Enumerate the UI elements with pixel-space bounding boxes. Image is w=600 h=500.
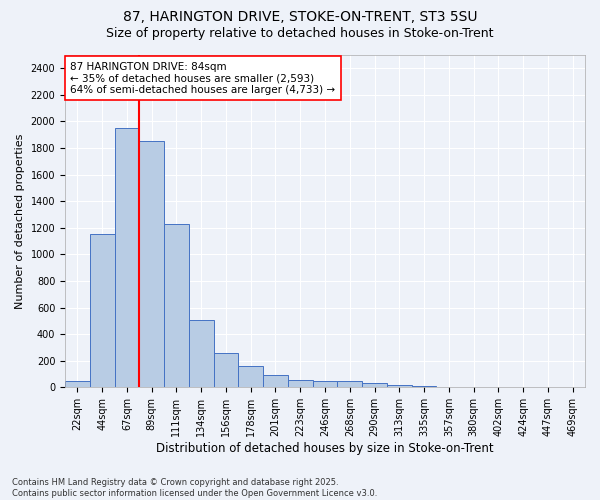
Bar — [263, 376, 288, 388]
Bar — [164, 224, 189, 388]
Text: 87 HARINGTON DRIVE: 84sqm
← 35% of detached houses are smaller (2,593)
64% of se: 87 HARINGTON DRIVE: 84sqm ← 35% of detac… — [70, 62, 335, 95]
X-axis label: Distribution of detached houses by size in Stoke-on-Trent: Distribution of detached houses by size … — [156, 442, 494, 455]
Y-axis label: Number of detached properties: Number of detached properties — [15, 134, 25, 309]
Bar — [214, 353, 238, 388]
Bar — [412, 386, 436, 388]
Text: 87, HARINGTON DRIVE, STOKE-ON-TRENT, ST3 5SU: 87, HARINGTON DRIVE, STOKE-ON-TRENT, ST3… — [123, 10, 477, 24]
Bar — [90, 234, 115, 388]
Bar — [65, 380, 90, 388]
Bar — [238, 366, 263, 388]
Bar — [313, 380, 337, 388]
Text: Size of property relative to detached houses in Stoke-on-Trent: Size of property relative to detached ho… — [106, 28, 494, 40]
Bar — [115, 128, 139, 388]
Bar — [139, 142, 164, 388]
Bar — [288, 380, 313, 388]
Bar — [189, 320, 214, 388]
Text: Contains HM Land Registry data © Crown copyright and database right 2025.
Contai: Contains HM Land Registry data © Crown c… — [12, 478, 377, 498]
Bar — [337, 382, 362, 388]
Bar — [362, 384, 387, 388]
Bar — [436, 387, 461, 388]
Bar — [387, 386, 412, 388]
